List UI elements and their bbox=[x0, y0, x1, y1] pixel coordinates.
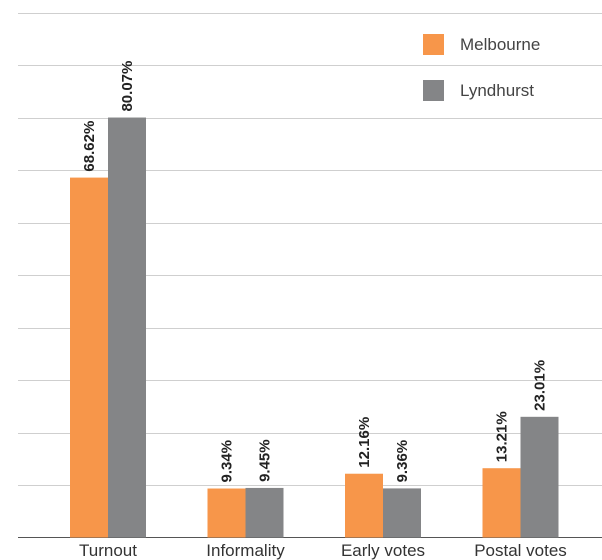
value-label: 9.45% bbox=[257, 439, 274, 482]
legend-label: Lyndhurst bbox=[460, 81, 534, 100]
bar-lyndhurst-postal-votes bbox=[520, 416, 559, 538]
bar-lyndhurst-informality bbox=[245, 487, 284, 538]
bars bbox=[70, 117, 559, 538]
legend-swatch bbox=[423, 34, 444, 55]
legend: Melbourne Lyndhurst bbox=[423, 34, 540, 101]
value-label: 13.21% bbox=[494, 411, 511, 462]
category-label: Turnout bbox=[79, 541, 137, 560]
category-label: Early votes bbox=[341, 541, 425, 560]
legend-swatch bbox=[423, 80, 444, 101]
category-label: Informality bbox=[206, 541, 285, 560]
bar-melbourne-informality bbox=[207, 488, 246, 538]
value-label: 9.36% bbox=[394, 440, 411, 483]
value-labels: 68.62% 80.07% 9.34% 9.45% 12.16% 9.36% 13.21% 2… bbox=[81, 61, 549, 483]
value-label: 12.16% bbox=[356, 417, 373, 468]
value-label: 80.07% bbox=[119, 61, 136, 112]
category-labels: Turnout Informality Early votes Postal vote… bbox=[79, 541, 567, 560]
bar-lyndhurst-turnout bbox=[108, 117, 146, 538]
category-label: Postal votes bbox=[474, 541, 567, 560]
bar-lyndhurst-early-votes bbox=[383, 488, 421, 538]
value-label: 23.01% bbox=[532, 360, 549, 411]
value-label: 68.62% bbox=[81, 121, 98, 172]
bar-melbourne-turnout bbox=[70, 177, 108, 538]
value-label: 9.34% bbox=[219, 440, 236, 483]
bar-melbourne-early-votes bbox=[345, 473, 383, 538]
bar-melbourne-postal-votes bbox=[482, 468, 521, 538]
legend-label: Melbourne bbox=[460, 35, 540, 54]
